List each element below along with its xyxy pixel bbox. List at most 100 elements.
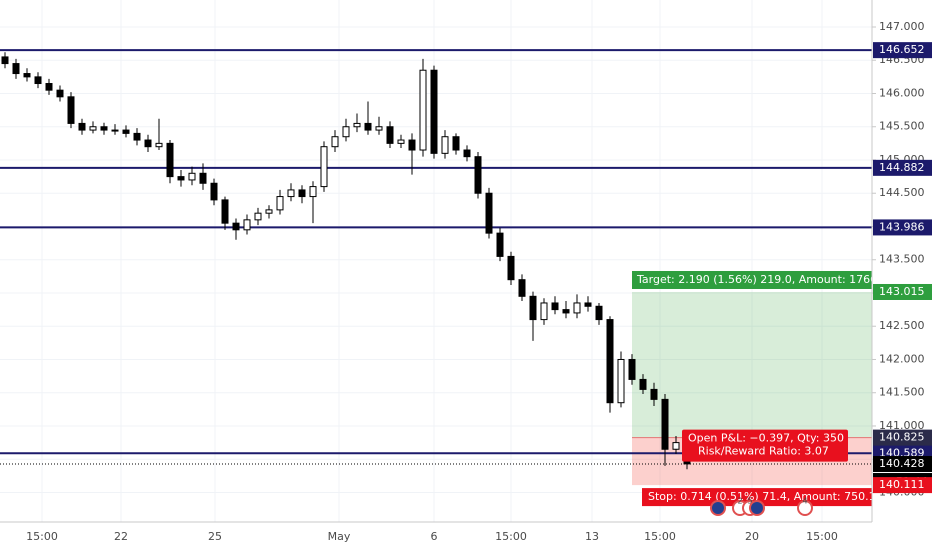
candle-body — [463, 149, 471, 158]
candle-body — [243, 219, 251, 231]
x-tick-label: 25 — [208, 530, 222, 543]
x-tick-label: 6 — [431, 530, 438, 543]
price-box — [873, 219, 932, 236]
candle-body — [639, 378, 647, 390]
x-tick-label: 13 — [585, 530, 599, 543]
target-label-bg — [632, 270, 872, 289]
badge-circle — [797, 500, 813, 516]
x-tick-label: 15:00 — [806, 530, 838, 543]
candle-body — [661, 398, 669, 450]
badge-label: 4 — [802, 497, 807, 506]
candle-body — [45, 83, 53, 91]
candle-body — [320, 146, 328, 188]
price-box-label: 146.652 — [879, 43, 925, 56]
candle-body — [551, 302, 559, 311]
candle-body — [408, 139, 416, 151]
x-tick-label: 15:00 — [495, 530, 527, 543]
candle-body — [67, 96, 75, 124]
stop-label-text: Stop: 0.714 (0.51%) 71.4, Amount: 750.1 — [648, 490, 876, 503]
candle-body — [221, 199, 229, 224]
candle-body — [298, 189, 306, 198]
candle-body — [386, 126, 394, 144]
candle-body — [507, 255, 515, 281]
candle-body — [474, 156, 482, 194]
pnl-label-bg — [682, 429, 848, 462]
candle-body — [364, 122, 372, 131]
candle-body — [650, 388, 658, 400]
candle-body — [144, 139, 152, 148]
candle-body — [276, 196, 284, 211]
y-tick-label: 147.000 — [879, 20, 925, 33]
candle-body — [309, 186, 317, 198]
grid — [0, 0, 872, 522]
price-box-label: 144.882 — [879, 161, 925, 174]
price-box — [873, 283, 932, 300]
y-tick-label: 142.500 — [879, 319, 925, 332]
price-box — [873, 456, 932, 473]
candle-body — [606, 319, 614, 404]
target-label-text: Target: 2.190 (1.56%) 219.0, Amount: 176… — [636, 273, 877, 286]
candle-body — [342, 126, 350, 138]
candle-body — [485, 192, 493, 234]
x-tick-label: 22 — [114, 530, 128, 543]
price-box — [873, 477, 932, 494]
badge-label: 2 — [737, 497, 742, 506]
candle-body — [672, 442, 680, 450]
candle-body — [573, 302, 581, 314]
y-tick-label: 141.500 — [879, 386, 925, 399]
candle-body — [617, 358, 625, 404]
rr-label-text: Risk/Reward Ratio: 3.07 — [698, 445, 829, 458]
candle-body — [111, 129, 119, 132]
price-box — [873, 42, 932, 59]
price-box-label: 140.428 — [879, 457, 925, 470]
price-axis: 147.000146.500146.000145.500145.000144.5… — [872, 20, 932, 498]
candle-body — [166, 142, 174, 178]
y-tick-label: 145.500 — [879, 120, 925, 133]
price-box-label: 143.015 — [879, 285, 925, 298]
y-tick-label: 143.500 — [879, 253, 925, 266]
candle-body — [628, 358, 636, 380]
y-tick-label: 144.500 — [879, 186, 925, 199]
price-box-label: 140.825 — [879, 431, 925, 444]
x-tick-label: 15:00 — [26, 530, 58, 543]
candle-body — [78, 122, 86, 131]
flag-icon — [710, 500, 726, 516]
candle-body — [287, 189, 295, 198]
candle-body — [540, 302, 548, 321]
target-zone — [632, 291, 872, 438]
x-tick-label: 15:00 — [644, 530, 676, 543]
badge-label: 5 — [747, 497, 752, 506]
price-box-label: 143.986 — [879, 220, 925, 233]
candle-body — [353, 122, 361, 128]
candle-body — [584, 302, 592, 307]
pnl-label-text: Open P&L: −0.397, Qty: 350 — [688, 432, 844, 445]
candle-body — [254, 212, 262, 221]
price-box — [873, 159, 932, 176]
candle-body — [100, 126, 108, 131]
stop-label: Stop: 0.714 (0.51%) 71.4, Amount: 750.1 — [642, 488, 876, 507]
candle-body — [177, 176, 185, 181]
y-tick-label: 146.000 — [879, 86, 925, 99]
candle-body — [452, 136, 460, 151]
candle-body — [188, 172, 196, 181]
candles — [1, 52, 691, 470]
target-label: Target: 2.190 (1.56%) 219.0, Amount: 176… — [632, 270, 877, 289]
y-tick-label: 141.000 — [879, 419, 925, 432]
candle-body — [331, 136, 339, 148]
candle-body — [397, 139, 405, 144]
x-tick-label: 20 — [745, 530, 759, 543]
overlay: Target: 2.190 (1.56%) 219.0, Amount: 176… — [632, 270, 877, 507]
candle-body — [375, 126, 383, 131]
candle-body — [1, 56, 9, 65]
candle-body — [529, 295, 537, 321]
y-tick-label: 142.000 — [879, 352, 925, 365]
candle-body — [89, 126, 97, 131]
candle-body — [562, 309, 570, 314]
candle-body — [441, 136, 449, 154]
candle-body — [496, 232, 504, 257]
candle-body — [419, 69, 427, 151]
candle-body — [12, 63, 20, 75]
